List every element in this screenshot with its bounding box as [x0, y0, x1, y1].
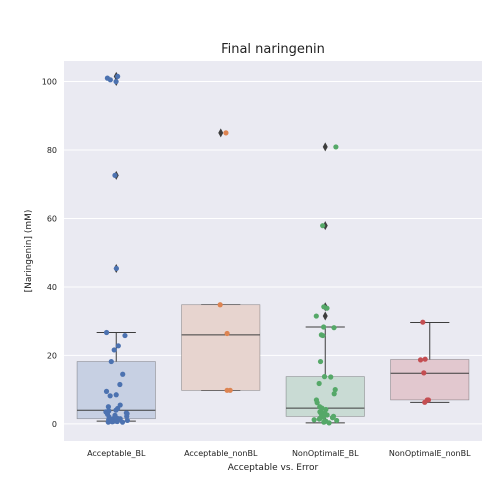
data-point [120, 371, 126, 377]
x-tick-label: Acceptable_BL [87, 449, 146, 458]
data-point [224, 387, 230, 393]
data-point [107, 77, 113, 83]
data-point [117, 381, 123, 388]
y-tick-label: 60 [47, 214, 57, 223]
data-point [321, 419, 327, 425]
x-axis-label: Acceptable vs. Error [228, 463, 319, 473]
data-point [105, 404, 111, 410]
data-point [323, 406, 329, 413]
data-point [114, 418, 120, 425]
x-tick-label: NonOptimalE_BL [292, 449, 359, 458]
data-point [314, 400, 320, 406]
data-point [103, 329, 110, 336]
box-iqr [390, 359, 470, 401]
data-point [417, 357, 424, 363]
y-tick-label: 100 [42, 78, 57, 87]
data-point [113, 265, 119, 272]
outlier-marker [218, 128, 224, 138]
grid [64, 81, 482, 425]
data-point [109, 419, 115, 425]
data-point [223, 130, 229, 136]
data-point [105, 419, 111, 425]
y-ticks: 0 20 40 60 80 100 [42, 78, 57, 429]
data-point [313, 313, 319, 319]
data-point [332, 387, 338, 393]
outlier-marker [322, 142, 328, 152]
points-NonOptimalE_nonBL [417, 319, 432, 405]
data-point [113, 78, 119, 85]
data-point [320, 332, 326, 339]
data-point [324, 305, 330, 311]
x-tick-label: Acceptable_nonBL [184, 449, 258, 458]
data-point [124, 417, 131, 424]
data-point [333, 144, 339, 150]
data-point [107, 393, 113, 399]
data-point [326, 420, 332, 426]
data-point [422, 356, 428, 362]
data-point [328, 374, 334, 380]
points-NonOptimalE_BL [311, 144, 340, 426]
box-iqr [181, 304, 261, 391]
points-Acceptable_BL [103, 73, 131, 425]
data-point [217, 302, 223, 308]
x-ticks: Acceptable_BL Acceptable_nonBL NonOptimalE… [87, 449, 471, 458]
points [103, 73, 432, 426]
data-point [316, 380, 322, 387]
outlier-marker [322, 311, 328, 321]
y-tick-label: 40 [47, 283, 57, 292]
data-point [321, 324, 327, 330]
data-point [421, 370, 427, 376]
data-point [113, 407, 119, 413]
data-point [334, 417, 340, 424]
box-NonOptimalE_nonBL [390, 322, 470, 403]
chart-title: Final naringenin [221, 42, 325, 57]
data-point [122, 332, 128, 339]
data-point [420, 319, 426, 325]
y-tick-label: 80 [47, 146, 57, 155]
y-axis-label: [Naringenin] (mM) [24, 210, 34, 293]
data-point [112, 172, 118, 178]
data-point [320, 223, 326, 229]
data-point [224, 330, 230, 337]
data-point [124, 413, 130, 419]
data-point [331, 391, 337, 397]
y-tick-label: 20 [47, 351, 57, 360]
data-point [422, 399, 428, 405]
data-point [103, 388, 110, 394]
data-point [115, 73, 121, 80]
data-point [317, 358, 324, 365]
data-point [316, 416, 322, 422]
x-tick-label: NonOptimalE_nonBL [389, 449, 471, 458]
box-Acceptable_nonBL [181, 128, 261, 391]
data-point [115, 343, 121, 349]
points-Acceptable_nonBL [217, 130, 233, 393]
data-point [329, 415, 336, 421]
data-point [119, 419, 126, 425]
data-point [331, 325, 337, 331]
data-point [311, 417, 317, 423]
data-point [108, 358, 114, 365]
data-point [321, 374, 328, 380]
data-point [113, 392, 119, 398]
y-tick-label: 0 [52, 420, 57, 429]
data-point [111, 347, 117, 353]
